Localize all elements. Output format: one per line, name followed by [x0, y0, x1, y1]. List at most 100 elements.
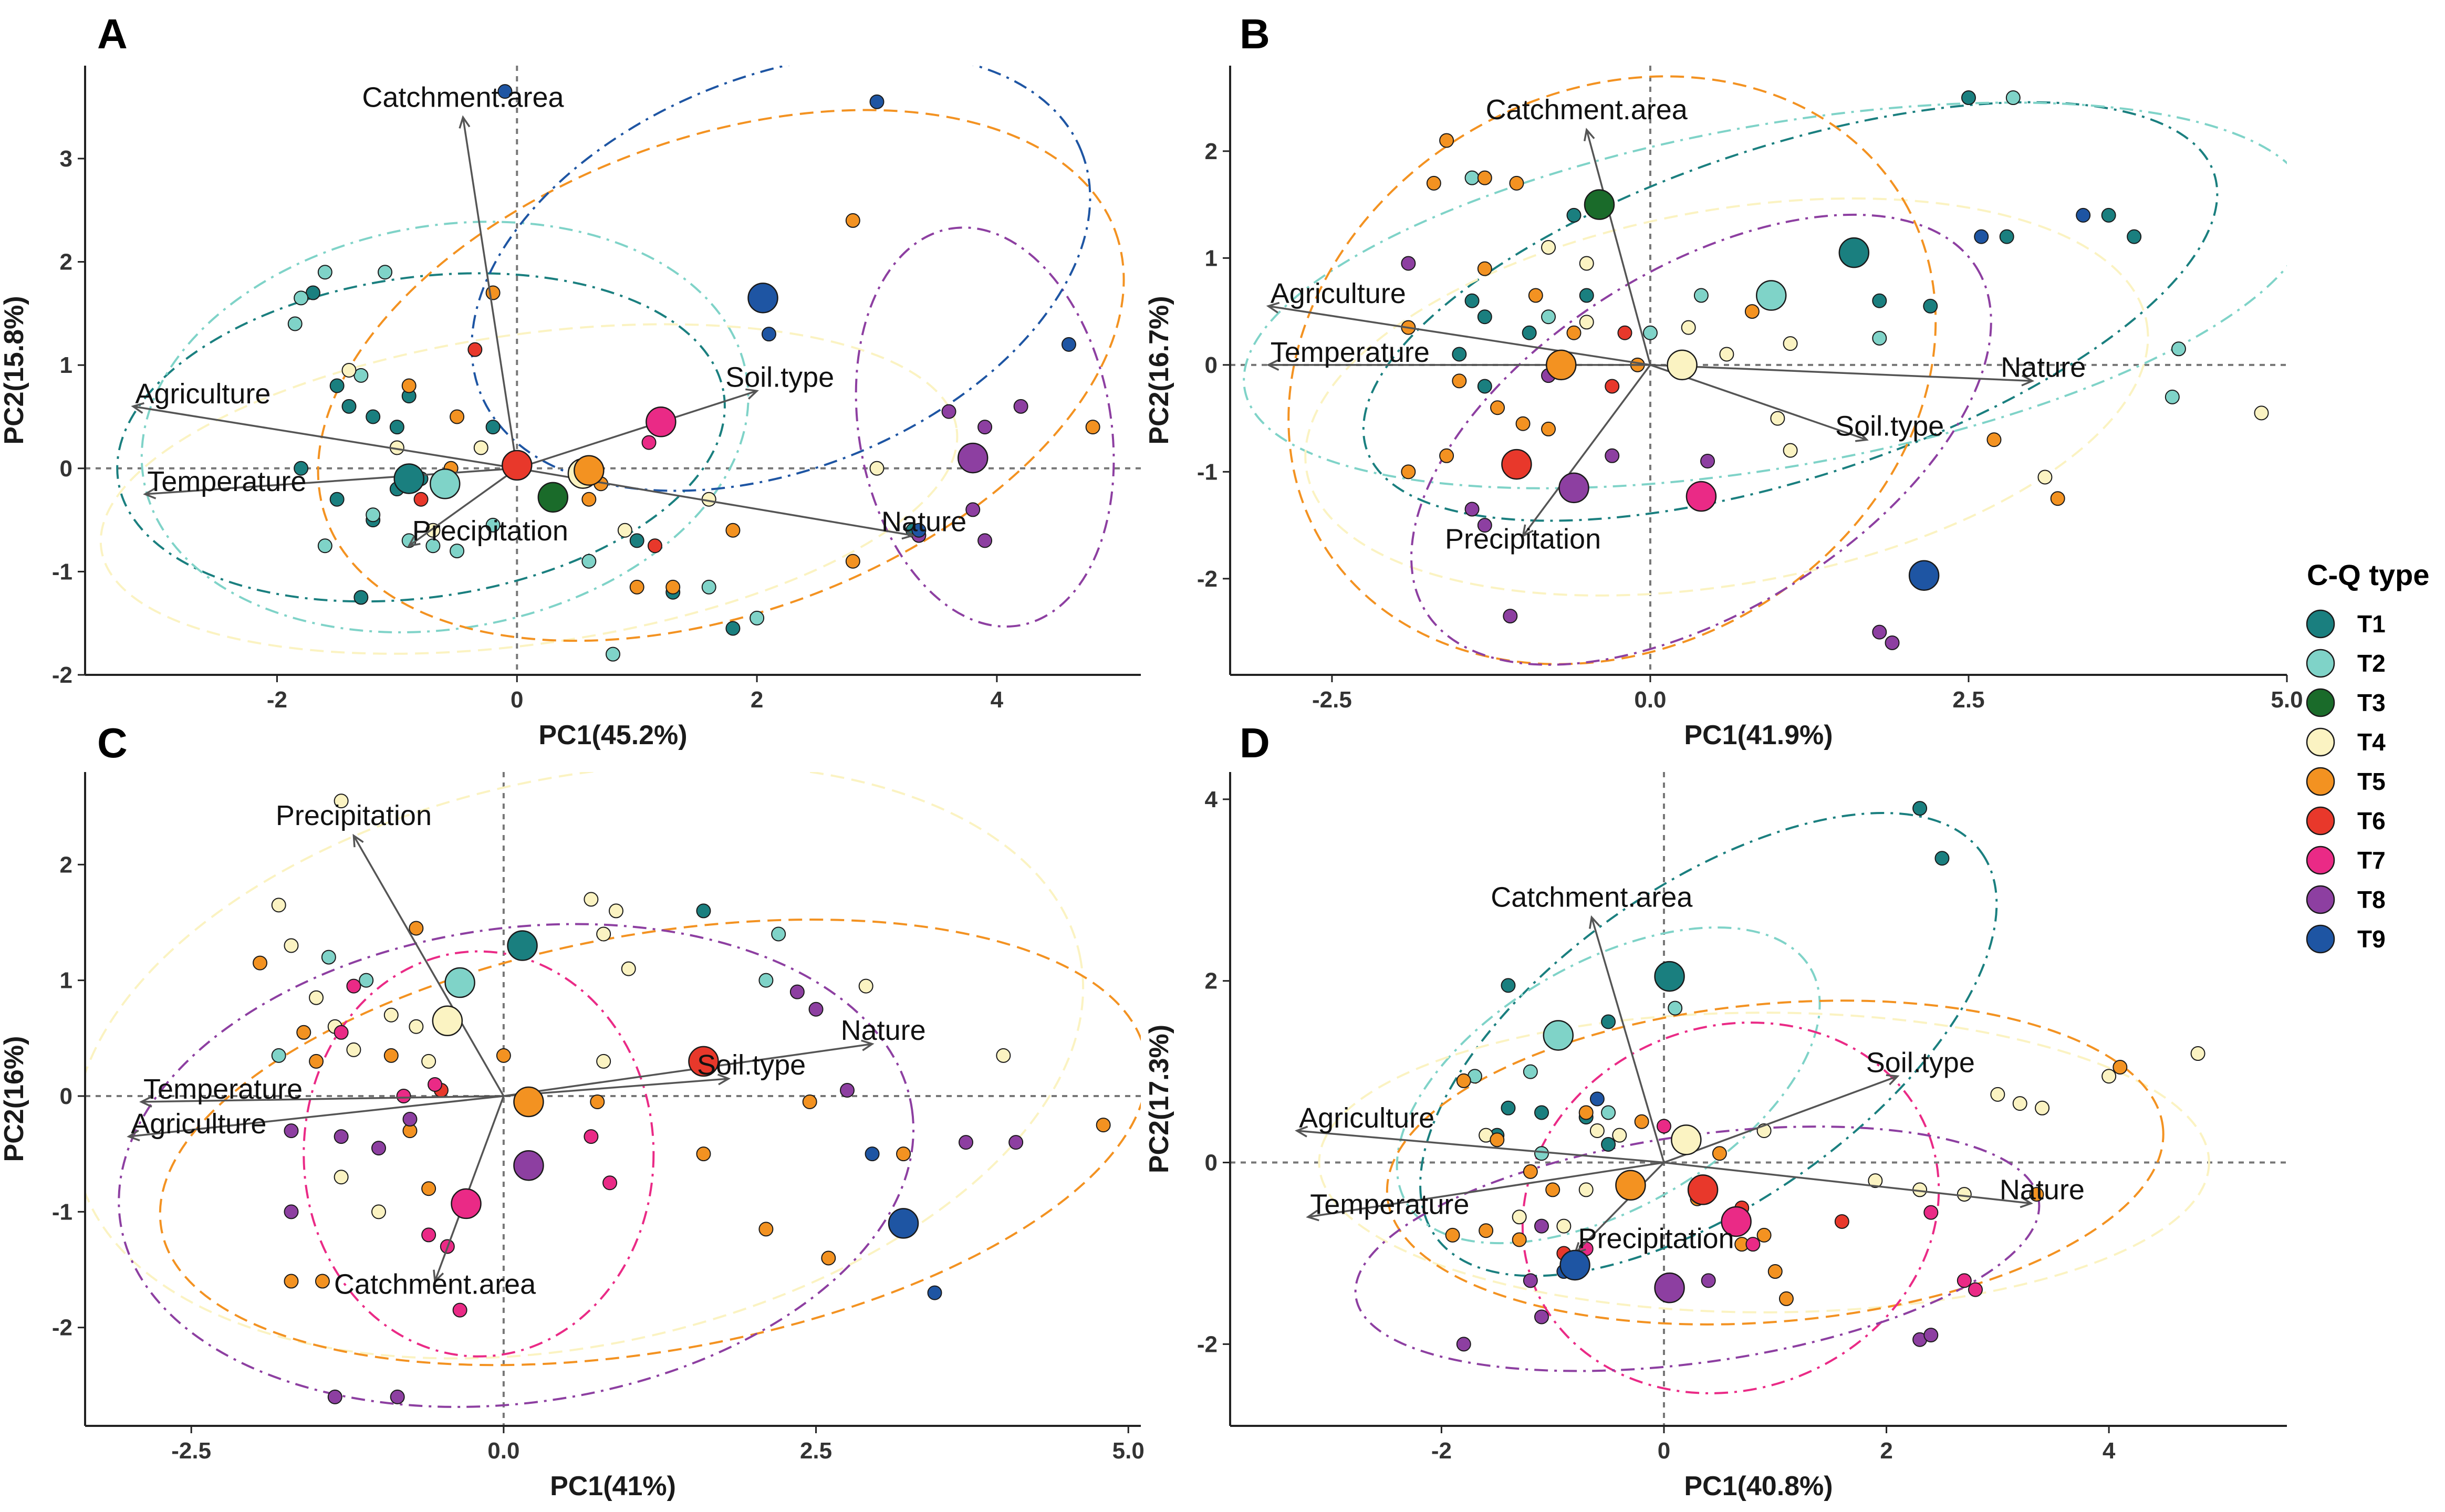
point-t2	[321, 950, 336, 965]
legend-swatch-t1	[2306, 609, 2335, 639]
ellipse-t5	[1386, 999, 2165, 1326]
point-t5	[1509, 175, 1524, 191]
vector-label: Precipitation	[1578, 1223, 1734, 1254]
point-t4	[1579, 256, 1594, 271]
legend-label: T6	[2357, 807, 2386, 835]
point-t4	[617, 523, 632, 538]
point-t4	[1770, 411, 1785, 426]
point-t5	[1756, 1227, 1772, 1243]
loading-arrowhead	[1589, 915, 1600, 929]
point-t1	[485, 420, 501, 435]
y-tick-label: 1	[60, 352, 72, 378]
point-t5	[1515, 416, 1531, 431]
point-t7	[1923, 1205, 1939, 1220]
point-t5	[1712, 1146, 1727, 1161]
legend-label: T5	[2357, 768, 2386, 795]
point-t2	[359, 973, 374, 988]
point-t1	[1477, 379, 1492, 394]
point-t6	[1605, 379, 1620, 394]
vector-label: Soil.type	[1866, 1047, 1975, 1078]
point-t5	[296, 1025, 311, 1040]
centroid-t7	[646, 406, 677, 437]
centroid-t2	[429, 468, 461, 499]
loading-arrowhead	[1266, 301, 1280, 314]
point-t5	[1634, 1114, 1649, 1129]
point-t5	[496, 1048, 511, 1063]
vector-label: Catchment.area	[1486, 94, 1688, 126]
centroid-t5	[574, 455, 605, 486]
point-t2	[758, 973, 774, 988]
panel-d: D Catchment.area Agriculture Temperature Pre…	[1144, 719, 2287, 1501]
point-t1	[1923, 298, 1938, 314]
point-t8	[1872, 624, 1887, 640]
centroid-t9	[1908, 560, 1940, 591]
point-t4	[1612, 1128, 1627, 1143]
point-t4	[1868, 1173, 1883, 1188]
y-tick-label: 1	[60, 968, 72, 994]
point-t1	[389, 420, 404, 435]
point-t2	[485, 517, 501, 533]
point-t4	[371, 1204, 386, 1219]
point-t4	[1589, 1123, 1605, 1139]
point-t5	[1512, 1232, 1527, 1247]
point-t5	[1744, 304, 1760, 319]
y-tick-label: 2	[1205, 968, 1218, 994]
point-t6	[413, 492, 429, 507]
x-axis-title: PC1(40.8%)	[1684, 1471, 1833, 1501]
y-tick-label: 0	[60, 456, 72, 482]
legend-label: T8	[2357, 886, 2386, 913]
point-t4	[996, 1048, 1011, 1063]
point-t9	[865, 1146, 880, 1162]
point-t6	[647, 538, 662, 554]
y-tick-label: 4	[1205, 787, 1218, 812]
point-t1	[1566, 207, 1582, 223]
centroid-t3	[537, 482, 569, 513]
vector-label: Nature	[881, 506, 966, 538]
point-t5	[409, 921, 424, 936]
point-t8	[1885, 635, 1900, 650]
ellipse-t9	[471, 66, 1091, 492]
point-t5	[629, 579, 644, 595]
x-tick-label: 0.0	[487, 1438, 519, 1464]
point-t5	[1439, 448, 1454, 463]
point-t5	[1456, 1073, 1471, 1088]
point-t1	[1999, 229, 2014, 244]
point-t4	[621, 961, 636, 976]
point-t5	[1986, 432, 2002, 447]
point-t8	[390, 1389, 405, 1404]
point-t8	[371, 1141, 386, 1156]
point-t4	[421, 1054, 436, 1069]
point-t8	[1534, 1309, 1549, 1325]
point-t4	[608, 903, 623, 919]
loading-arrowhead	[459, 115, 471, 129]
point-t1	[1464, 293, 1480, 308]
point-t1	[2101, 207, 2116, 223]
x-axis-title: PC1(41.9%)	[1684, 720, 1833, 750]
point-t5	[1578, 1105, 1594, 1120]
point-t4	[1556, 1218, 1572, 1234]
point-t5	[821, 1250, 836, 1266]
x-tick-label: 0.0	[1634, 687, 1666, 713]
y-tick-label: 2	[60, 249, 72, 275]
legend-swatch-t9	[2306, 924, 2335, 954]
point-t4	[2254, 405, 2269, 421]
panel-label: B	[1240, 11, 1270, 57]
point-t8	[1008, 1135, 1024, 1150]
loading-arrowhead	[1266, 359, 1279, 371]
point-t7	[602, 1175, 618, 1191]
point-t8	[965, 502, 981, 517]
ellipses	[99, 66, 1125, 655]
point-t8	[1464, 502, 1480, 517]
ellipse-t8	[118, 923, 915, 1408]
point-t8	[941, 404, 956, 419]
loading-arrow	[408, 467, 518, 547]
centroid-t5	[1546, 349, 1577, 381]
point-t4	[1719, 347, 1734, 362]
vector-label: Precipitation	[1445, 523, 1601, 555]
point-t5	[696, 1146, 711, 1162]
x-tick-label: -2.5	[171, 1438, 211, 1464]
point-t4	[1681, 320, 1696, 335]
ellipses	[1243, 75, 2287, 666]
centroid-t4	[1671, 1124, 1702, 1155]
point-t9	[869, 94, 885, 109]
